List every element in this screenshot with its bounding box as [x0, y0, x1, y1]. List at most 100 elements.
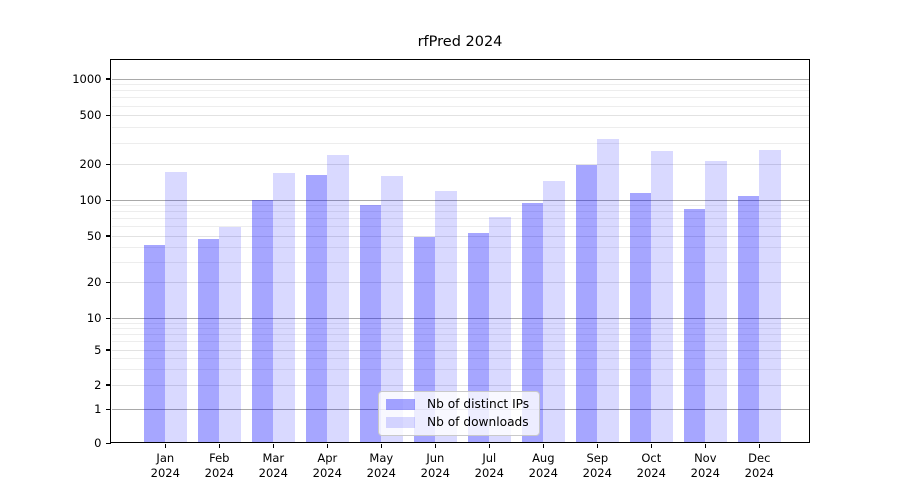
- gridline-minor: [112, 261, 810, 263]
- y-tick-mark: [105, 78, 111, 80]
- bar-downloads-feb: [219, 226, 241, 444]
- x-tick-label: Apr 2024: [312, 450, 342, 481]
- bar-distinct-ips-feb: [197, 239, 220, 444]
- y-tick-mark: [105, 384, 111, 386]
- x-tick-label: Jan 2024: [150, 450, 180, 481]
- x-tick-label: Feb 2024: [204, 450, 234, 481]
- y-tick-label: 0: [94, 436, 102, 450]
- bar-distinct-ips-sep: [575, 164, 598, 444]
- legend-item-downloads: Nb of downloads: [386, 415, 529, 429]
- x-tick-label: Oct 2024: [636, 450, 666, 481]
- y-tick-label: 20: [86, 275, 102, 290]
- y-tick-label: 1000: [72, 71, 102, 86]
- y-tick-mark: [105, 408, 111, 410]
- bar-downloads-jun: [435, 190, 457, 444]
- bar-distinct-ips-may: [359, 205, 382, 444]
- gridline-minor: [112, 246, 810, 248]
- bar-downloads-oct: [651, 150, 673, 444]
- gridline-minor: [112, 127, 810, 129]
- gridline-minor: [112, 164, 810, 166]
- bar-distinct-ips-oct: [629, 193, 652, 444]
- legend-swatch-downloads: [386, 416, 415, 428]
- legend-swatch-distinct-ips: [386, 398, 415, 410]
- legend-label-downloads: Nb of downloads: [427, 415, 529, 429]
- gridline-major: [112, 78, 810, 80]
- x-tick-label: Jun 2024: [420, 450, 450, 481]
- x-tick-label: Dec 2024: [744, 450, 774, 481]
- y-tick-label: 1: [94, 401, 102, 416]
- legend-item-distinct-ips: Nb of distinct IPs: [386, 397, 529, 411]
- gridline-minor: [112, 341, 810, 343]
- x-tick-mark: [218, 443, 220, 448]
- gridline-minor: [112, 97, 810, 99]
- y-tick-label: 5: [94, 342, 102, 357]
- gridline-minor: [112, 226, 810, 228]
- x-tick-mark: [596, 443, 598, 448]
- gridline-minor: [112, 282, 810, 284]
- x-tick-mark: [272, 443, 274, 448]
- gridline-minor: [112, 211, 810, 213]
- gridline-minor: [112, 349, 810, 351]
- x-tick-label: Jul 2024: [474, 450, 504, 481]
- bar-downloads-dec: [759, 149, 781, 444]
- y-tick-label: 10: [86, 310, 102, 325]
- gridline-minor: [112, 384, 810, 386]
- gridline-minor: [112, 115, 810, 117]
- bar-downloads-sep: [597, 138, 619, 444]
- y-tick-mark: [105, 115, 111, 117]
- y-tick-label: 50: [86, 228, 102, 243]
- x-tick-mark: [650, 443, 652, 448]
- y-tick-label: 2: [94, 377, 102, 392]
- bar-distinct-ips-dec: [737, 196, 760, 444]
- y-tick-mark: [105, 235, 111, 237]
- x-tick-label: Aug 2024: [528, 450, 558, 481]
- x-tick-label: May 2024: [366, 450, 396, 481]
- x-tick-mark: [326, 443, 328, 448]
- y-tick-mark: [105, 164, 111, 166]
- x-tick-mark: [542, 443, 544, 448]
- y-tick-mark: [105, 442, 111, 445]
- x-tick-mark: [704, 443, 706, 448]
- bar-downloads-aug: [543, 181, 565, 444]
- legend-label-distinct-ips: Nb of distinct IPs: [427, 397, 530, 411]
- bar-distinct-ips-jan: [143, 244, 166, 444]
- y-tick-mark: [105, 349, 111, 351]
- gridline-minor: [112, 328, 810, 329]
- gridline-major: [112, 317, 810, 319]
- x-tick-label: Mar 2024: [258, 450, 288, 481]
- x-tick-label: Sep 2024: [582, 450, 612, 481]
- y-tick-label: 100: [79, 192, 102, 207]
- bar-downloads-apr: [327, 154, 349, 444]
- y-tick-label: 200: [79, 157, 102, 172]
- gridline-minor: [112, 322, 810, 324]
- y-tick-mark: [105, 199, 111, 201]
- y-tick-label: 500: [79, 108, 102, 123]
- gridline-major: [112, 199, 810, 201]
- bar-distinct-ips-apr: [305, 174, 328, 444]
- bar-distinct-ips-mar: [251, 200, 274, 444]
- x-tick-mark: [488, 443, 490, 448]
- legend: Nb of distinct IPs Nb of downloads: [378, 391, 541, 436]
- gridline-minor: [112, 205, 810, 207]
- gridline-minor: [112, 235, 810, 237]
- chart-title: rfPred 2024: [417, 34, 503, 50]
- gridline-minor: [112, 218, 810, 220]
- gridline-minor: [112, 369, 810, 370]
- x-tick-label: Nov 2024: [690, 450, 720, 481]
- gridline-minor: [112, 90, 810, 92]
- bar-downloads-nov: [705, 160, 727, 444]
- bar-downloads-may: [381, 176, 403, 444]
- bar-downloads-mar: [273, 173, 295, 444]
- bar-downloads-jan: [165, 171, 187, 444]
- bar-downloads-jul: [489, 217, 511, 444]
- gridline-minor: [112, 334, 810, 336]
- x-tick-mark: [164, 443, 166, 448]
- gridline-minor: [112, 142, 810, 144]
- bar-distinct-ips-nov: [683, 208, 706, 444]
- gridline-minor: [112, 358, 810, 360]
- y-tick-mark: [105, 317, 111, 319]
- x-tick-mark: [758, 443, 760, 448]
- gridline-minor: [112, 105, 810, 107]
- y-tick-mark: [105, 282, 111, 284]
